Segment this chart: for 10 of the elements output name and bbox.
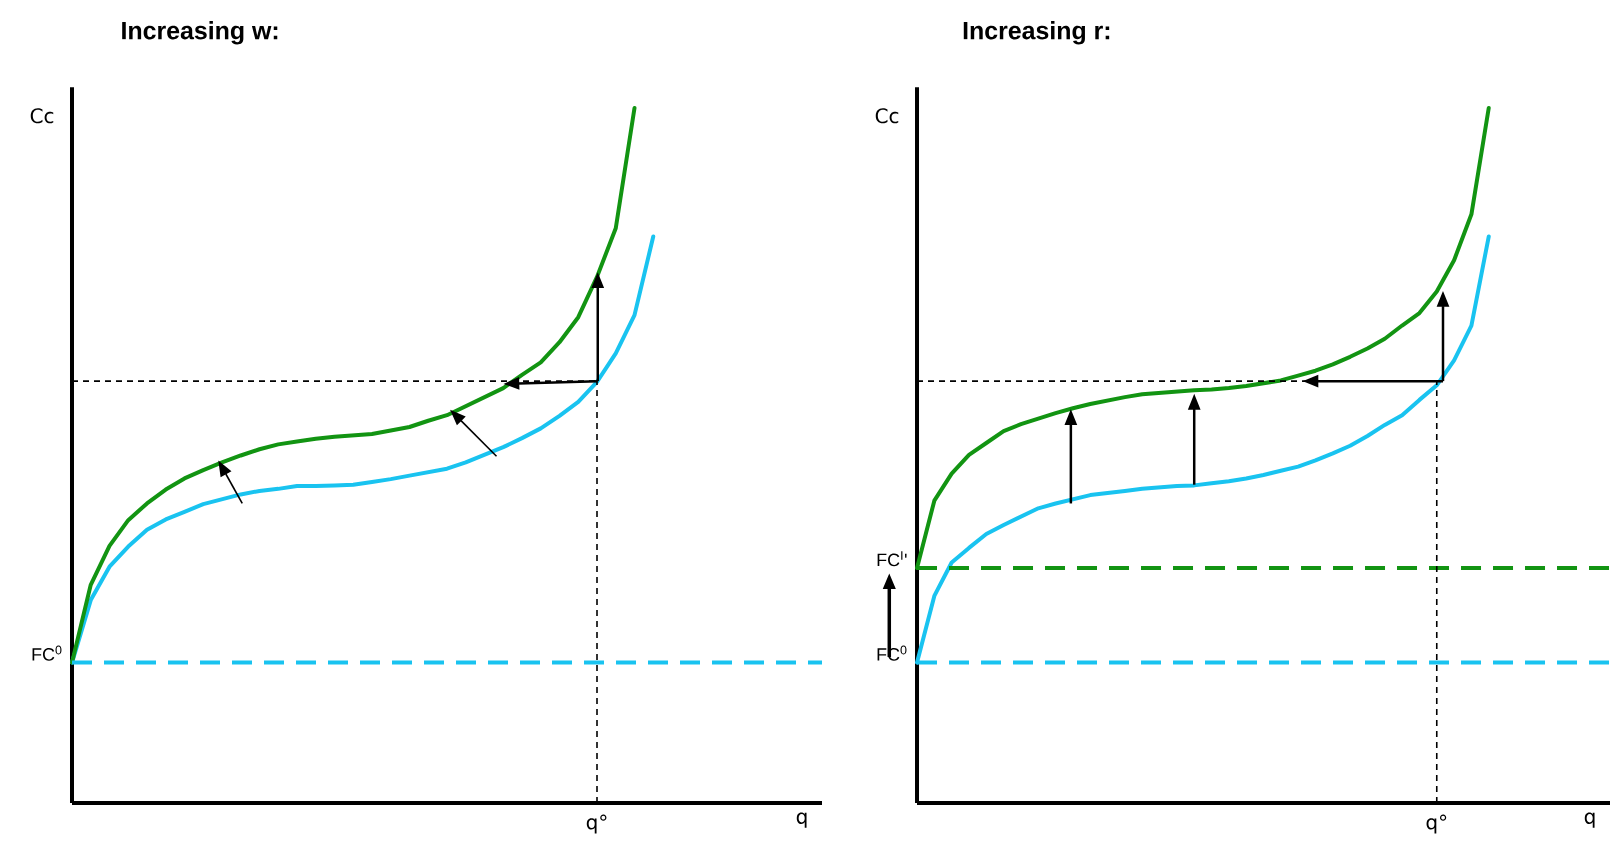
text: q° (586, 814, 607, 834)
ref-line-label: FC$^{I}$' (877, 551, 907, 567)
y-axis-title: Cc (30, 108, 54, 124)
x-axis-title: q (1584, 812, 1595, 828)
text: q° (1426, 814, 1447, 834)
chart-title: Increasing r: (963, 21, 1110, 45)
ref-line-label: FC$^{0}$ (32, 645, 62, 661)
y-axis-title: Cc (875, 108, 899, 124)
x-axis-title: q (796, 812, 807, 828)
chart-title: Increasing w: (122, 21, 278, 45)
